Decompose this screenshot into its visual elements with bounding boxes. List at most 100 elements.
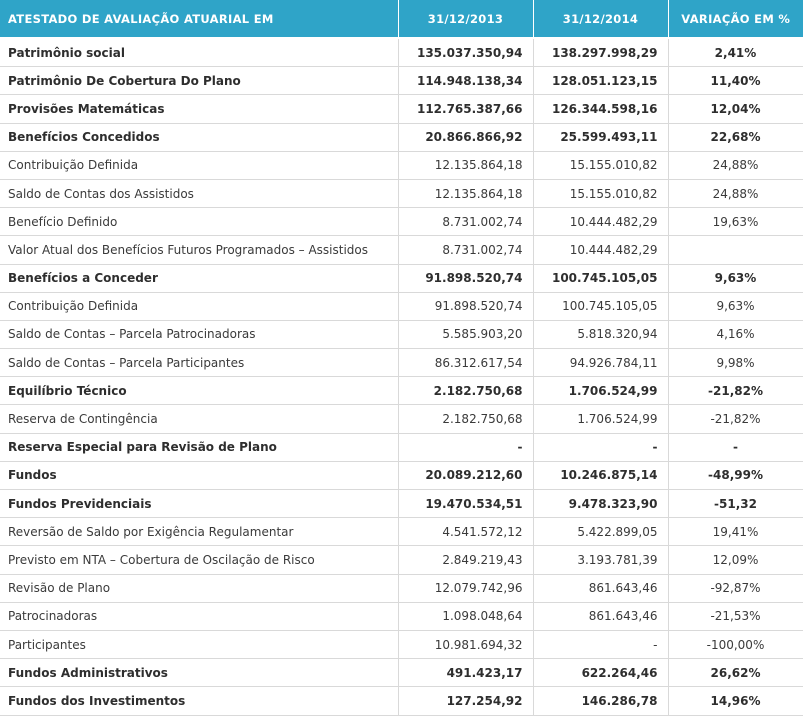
row-label: Contribuição Definida <box>0 151 399 180</box>
row-label: Saldo de Contas – Parcela Patrocinadoras <box>0 320 399 350</box>
table-row: Previsto em NTA – Cobertura de Oscilação… <box>0 545 803 575</box>
value-2014: 1.706.524,99 <box>533 376 669 406</box>
table-row: Saldo de Contas dos Assistidos 12.135.864… <box>0 179 803 209</box>
table-row: Saldo de Contas – Parcela Patrocinadoras… <box>0 320 803 350</box>
value-2014: 25.599.493,11 <box>533 123 669 152</box>
table-row: Patrimônio social 135.037.350,94 138.297.9… <box>0 38 803 68</box>
value-2013: 4.541.572,12 <box>398 517 534 547</box>
table-row: Benefícios a Conceder 91.898.520,74 100.74… <box>0 264 803 293</box>
table-row: Benefício Definido 8.731.002,74 10.444.482… <box>0 207 803 237</box>
value-variation: 14,96% <box>668 686 803 716</box>
value-2013: 2.182.750,68 <box>398 404 534 434</box>
value-2014: 1.706.524,99 <box>533 404 669 434</box>
table-row: Fundos Administrativos 491.423,17 622.264,… <box>0 658 803 688</box>
value-variation: 12,04% <box>668 94 803 124</box>
value-2013: 20.866.866,92 <box>398 123 534 152</box>
value-2013: 112.765.387,66 <box>398 94 534 124</box>
value-2013: 12.079.742,96 <box>398 574 534 603</box>
table-row: Revisão de Plano 12.079.742,96 861.643,46-… <box>0 574 803 603</box>
table-row: Reserva Especial para Revisão de Plano - -… <box>0 433 803 462</box>
value-variation: -48,99% <box>668 461 803 491</box>
row-label: Previsto em NTA – Cobertura de Oscilação… <box>0 545 399 575</box>
row-label: Benefícios a Conceder <box>0 264 399 293</box>
value-variation: -51,32 <box>668 489 803 519</box>
value-variation: 11,40% <box>668 66 803 96</box>
value-variation: 12,09% <box>668 545 803 575</box>
row-label: Fundos Administrativos <box>0 658 399 688</box>
table-row: Benefícios Concedidos 20.866.866,92 25.599… <box>0 123 803 152</box>
table-row: Saldo de Contas – Parcela Participantes 8… <box>0 348 803 378</box>
row-label: Participantes <box>0 630 399 660</box>
value-2014: 861.643,46 <box>533 574 669 603</box>
value-2013: - <box>398 433 534 462</box>
row-label: Fundos <box>0 461 399 491</box>
value-2013: 5.585.903,20 <box>398 320 534 350</box>
table-header-row: ATESTADO DE AVALIAÇÃO ATUARIAL EM 31/12/… <box>0 0 803 39</box>
value-2014: 9.478.323,90 <box>533 489 669 519</box>
value-variation: -21,82% <box>668 404 803 434</box>
value-variation <box>668 235 803 265</box>
header-2014: 31/12/2014 <box>533 0 669 39</box>
row-label: Patrocinadoras <box>0 602 399 631</box>
value-2014: 146.286,78 <box>533 686 669 716</box>
value-variation: - <box>668 433 803 462</box>
value-2014: 126.344.598,16 <box>533 94 669 124</box>
row-label: Reserva de Contingência <box>0 404 399 434</box>
value-variation: -21,53% <box>668 602 803 631</box>
value-2014: 94.926.784,11 <box>533 348 669 378</box>
value-2013: 8.731.002,74 <box>398 235 534 265</box>
value-2014: 5.422.899,05 <box>533 517 669 547</box>
value-2013: 91.898.520,74 <box>398 292 534 321</box>
value-2014: 128.051.123,15 <box>533 66 669 96</box>
value-2013: 19.470.534,51 <box>398 489 534 519</box>
table-row: Contribuição Definida 91.898.520,74 100.74… <box>0 292 803 321</box>
value-2013: 135.037.350,94 <box>398 38 534 68</box>
value-variation: 26,62% <box>668 658 803 688</box>
value-2014: 622.264,46 <box>533 658 669 688</box>
header-2013: 31/12/2013 <box>398 0 534 39</box>
value-2013: 491.423,17 <box>398 658 534 688</box>
row-label: Benefício Definido <box>0 207 399 237</box>
table-row: Valor Atual dos Benefícios Futuros Progr… <box>0 235 803 265</box>
row-label: Revisão de Plano <box>0 574 399 603</box>
value-2014: 15.155.010,82 <box>533 179 669 209</box>
value-2014: 5.818.320,94 <box>533 320 669 350</box>
value-2013: 20.089.212,60 <box>398 461 534 491</box>
value-2013: 10.981.694,32 <box>398 630 534 660</box>
table-row: Reversão de Saldo por Exigência Regulame… <box>0 517 803 547</box>
row-label: Fundos Previdenciais <box>0 489 399 519</box>
value-2014: - <box>533 630 669 660</box>
header-description: ATESTADO DE AVALIAÇÃO ATUARIAL EM <box>0 0 399 39</box>
value-2014: 15.155.010,82 <box>533 151 669 180</box>
value-variation: 22,68% <box>668 123 803 152</box>
value-2013: 2.182.750,68 <box>398 376 534 406</box>
row-label: Saldo de Contas dos Assistidos <box>0 179 399 209</box>
value-variation: 2,41% <box>668 38 803 68</box>
value-2014: 861.643,46 <box>533 602 669 631</box>
value-2014: 138.297.998,29 <box>533 38 669 68</box>
value-variation: 24,88% <box>668 179 803 209</box>
value-2013: 8.731.002,74 <box>398 207 534 237</box>
row-label: Benefícios Concedidos <box>0 123 399 152</box>
row-label: Reserva Especial para Revisão de Plano <box>0 433 399 462</box>
table-row: Patrimônio De Cobertura Do Plano 114.948.… <box>0 66 803 96</box>
value-variation: -92,87% <box>668 574 803 603</box>
row-label: Provisões Matemáticas <box>0 94 399 124</box>
table-row: Fundos Previdenciais 19.470.534,51 9.478.3… <box>0 489 803 519</box>
value-variation: 24,88% <box>668 151 803 180</box>
table-row: Equilíbrio Técnico 2.182.750,68 1.706.524,… <box>0 376 803 406</box>
value-2013: 2.849.219,43 <box>398 545 534 575</box>
value-2014: 3.193.781,39 <box>533 545 669 575</box>
value-2014: 10.246.875,14 <box>533 461 669 491</box>
value-2014: 10.444.482,29 <box>533 207 669 237</box>
row-label: Fundos dos Investimentos <box>0 686 399 716</box>
value-variation: 9,63% <box>668 264 803 293</box>
value-variation: 9,63% <box>668 292 803 321</box>
row-label: Reversão de Saldo por Exigência Regulame… <box>0 517 399 547</box>
row-label: Equilíbrio Técnico <box>0 376 399 406</box>
value-2014: - <box>533 433 669 462</box>
value-2013: 127.254,92 <box>398 686 534 716</box>
header-variation: VARIAÇÃO EM % <box>668 0 803 39</box>
table-row: Participantes 10.981.694,32- -100,00% <box>0 630 803 660</box>
